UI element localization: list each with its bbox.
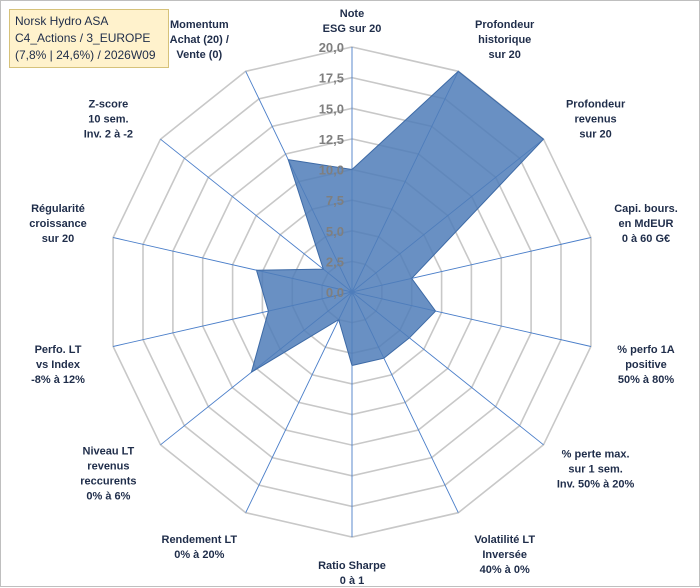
axis-label: 0 à 1 xyxy=(340,575,364,587)
axis-label: revenus xyxy=(574,114,616,126)
tick-label: 17,5 xyxy=(319,71,344,86)
data-point xyxy=(543,138,544,140)
tick-label: 15,0 xyxy=(319,101,344,116)
axis-label: sur 20 xyxy=(579,129,611,141)
axis-label: Volatilité LT xyxy=(474,534,535,546)
axis-label: 10 sem. xyxy=(88,114,128,126)
axis-label: revenus xyxy=(87,461,129,473)
axis-label: sur 1 sem. xyxy=(568,464,622,476)
axis-label: en MdEUR xyxy=(619,218,674,230)
axis-label: 0% à 20% xyxy=(174,549,224,561)
tick-label: 20,0 xyxy=(319,40,344,55)
axis-label: Capi. bours. xyxy=(614,203,678,215)
axis-label: ESG sur 20 xyxy=(323,23,382,35)
axis-label: vs Index xyxy=(36,359,81,371)
axis-label: Achat (20) / xyxy=(170,34,229,46)
data-point xyxy=(411,277,413,279)
axis-label: Inversée xyxy=(482,549,527,561)
data-point xyxy=(338,319,340,321)
tick-label: 5,0 xyxy=(326,224,344,239)
title-line-category: C4_Actions / 3_EUROPE xyxy=(15,31,151,45)
tick-label: 7,5 xyxy=(326,193,344,208)
data-point xyxy=(351,169,353,170)
axis-label: sur 20 xyxy=(42,233,74,245)
tick-label: 2,5 xyxy=(326,254,344,269)
axis-label: historique xyxy=(478,34,531,46)
axis-label: positive xyxy=(625,359,667,371)
title-line-stats: (7,8% | 24,6%) / 2026W09 xyxy=(15,48,156,62)
axis-label: -8% à 12% xyxy=(31,374,85,386)
data-point xyxy=(267,310,269,312)
axis-label: 0% à 6% xyxy=(86,491,130,503)
tick-label: 12,5 xyxy=(319,132,344,147)
axis-label: Perfo. LT xyxy=(35,344,82,356)
axis-label: reccurents xyxy=(80,476,136,488)
axis-label: Régularité xyxy=(31,203,85,215)
axis-label: Note xyxy=(340,8,364,20)
axis-label: Vente (0) xyxy=(176,49,222,61)
data-point xyxy=(457,70,459,72)
axis-spoke xyxy=(245,291,353,513)
tick-label: 10,0 xyxy=(319,163,344,178)
axis-label: Momentum xyxy=(170,19,229,31)
axis-label: Ratio Sharpe xyxy=(318,560,386,572)
tick-label: 0,0 xyxy=(326,285,344,300)
axis-label: % perfo 1A xyxy=(617,344,675,356)
data-point xyxy=(383,357,385,359)
axis-label: 0 à 60 G€ xyxy=(622,233,670,245)
chart-title-box: Norsk Hydro ASA C4_Actions / 3_EUROPE (7… xyxy=(9,9,169,68)
axis-label: sur 20 xyxy=(488,49,520,61)
title-line-company: Norsk Hydro ASA xyxy=(15,14,109,28)
data-point xyxy=(287,159,289,161)
data-point xyxy=(322,268,324,270)
data-point xyxy=(250,371,252,373)
data-point xyxy=(256,269,257,271)
axis-label: Inv. 2 à -2 xyxy=(84,129,133,141)
axis-label: Profondeur xyxy=(566,99,626,111)
data-point xyxy=(409,337,410,339)
axis-label: Niveau LT xyxy=(83,446,135,458)
axis-label: % perte max. xyxy=(562,449,630,461)
axis-label: 50% à 80% xyxy=(618,374,674,386)
axis-label: 40% à 0% xyxy=(480,564,530,576)
axis-label: croissance xyxy=(29,218,86,230)
axis-label: Z-score xyxy=(89,99,129,111)
axis-label: Rendement LT xyxy=(162,534,238,546)
axis-spoke xyxy=(160,138,353,293)
data-point xyxy=(351,365,353,366)
data-point xyxy=(435,310,437,312)
axis-label: Inv. 50% à 20% xyxy=(557,479,635,491)
axis-label: Profondeur xyxy=(475,19,535,31)
